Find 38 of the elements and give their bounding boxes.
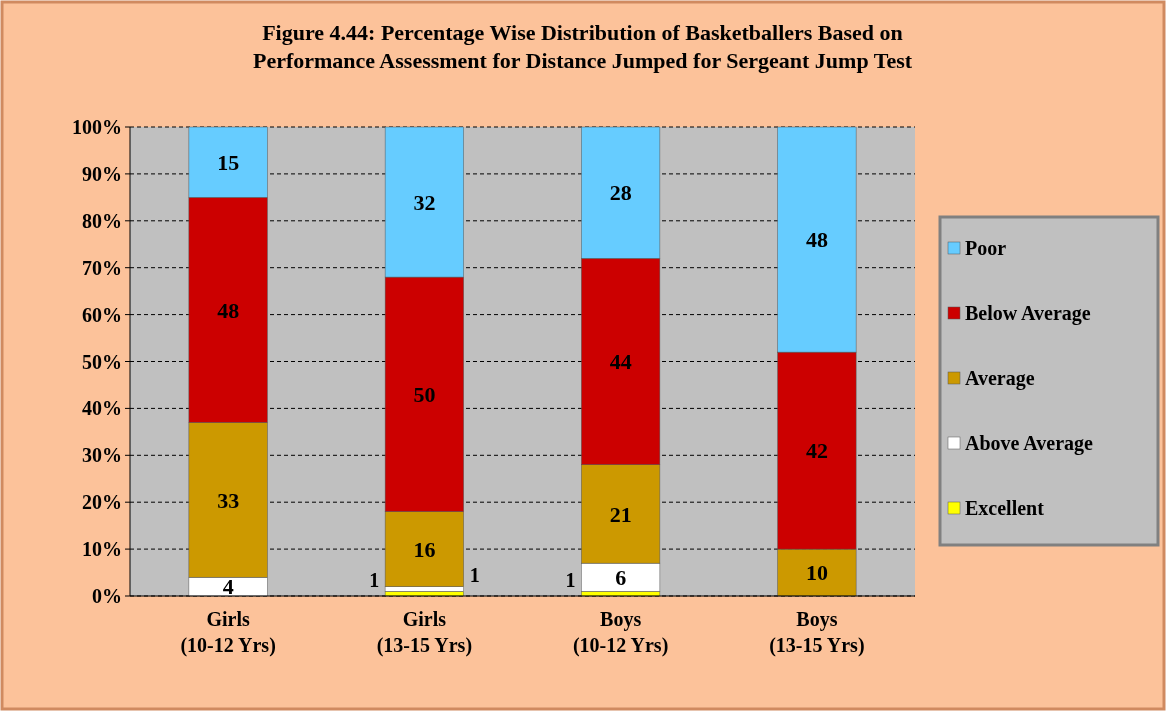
legend-label: Below Average xyxy=(965,302,1091,325)
x-tick-label: Boys (13-15 Yrs) xyxy=(769,608,865,657)
data-label: 4 xyxy=(222,574,234,600)
data-label: 32 xyxy=(413,189,436,215)
x-tick-label: Boys (10-12 Yrs) xyxy=(572,608,669,657)
y-tick-label: 10% xyxy=(82,538,122,561)
y-tick-label: 90% xyxy=(82,162,122,185)
data-label: 44 xyxy=(609,349,632,375)
data-label: 42 xyxy=(805,438,828,464)
data-label: 10 xyxy=(805,560,828,586)
legend-label: Excellent xyxy=(965,497,1045,519)
legend-label: Average xyxy=(965,367,1035,390)
y-tick-label: 20% xyxy=(82,491,122,514)
data-label: 16 xyxy=(413,536,436,562)
x-tick-label: Girls (13-15 Yrs) xyxy=(376,608,473,657)
y-tick-label: 80% xyxy=(82,209,122,232)
data-label: 1 xyxy=(369,568,380,591)
data-label: 33 xyxy=(217,487,240,513)
data-label: 6 xyxy=(615,564,627,590)
chart-title: Figure 4.44: Percentage Wise Distribution of Basketballers Based on Performance Assessment for Distance Jumped for Sergeant Jump Test xyxy=(252,20,913,73)
data-label: 1 xyxy=(565,568,576,591)
data-label: 21 xyxy=(609,501,632,527)
data-label: 1 xyxy=(469,563,480,586)
data-label: 15 xyxy=(217,149,240,175)
y-tick-label: 50% xyxy=(82,350,122,373)
y-tick-label: 30% xyxy=(82,444,122,467)
data-label: 28 xyxy=(609,180,632,206)
y-tick-label: 100% xyxy=(72,116,122,138)
y-tick-label: 60% xyxy=(82,303,122,326)
data-label: 48 xyxy=(217,297,240,323)
data-label: 50 xyxy=(413,382,436,408)
legend-label: Above Average xyxy=(965,432,1094,455)
legend-label: Poor xyxy=(965,237,1007,259)
data-label: 48 xyxy=(805,227,828,253)
y-tick-label: 70% xyxy=(82,256,122,279)
y-tick-label: 0% xyxy=(92,585,122,607)
x-tick-label: Girls (10-12 Yrs) xyxy=(180,608,276,657)
y-tick-label: 40% xyxy=(82,397,122,420)
